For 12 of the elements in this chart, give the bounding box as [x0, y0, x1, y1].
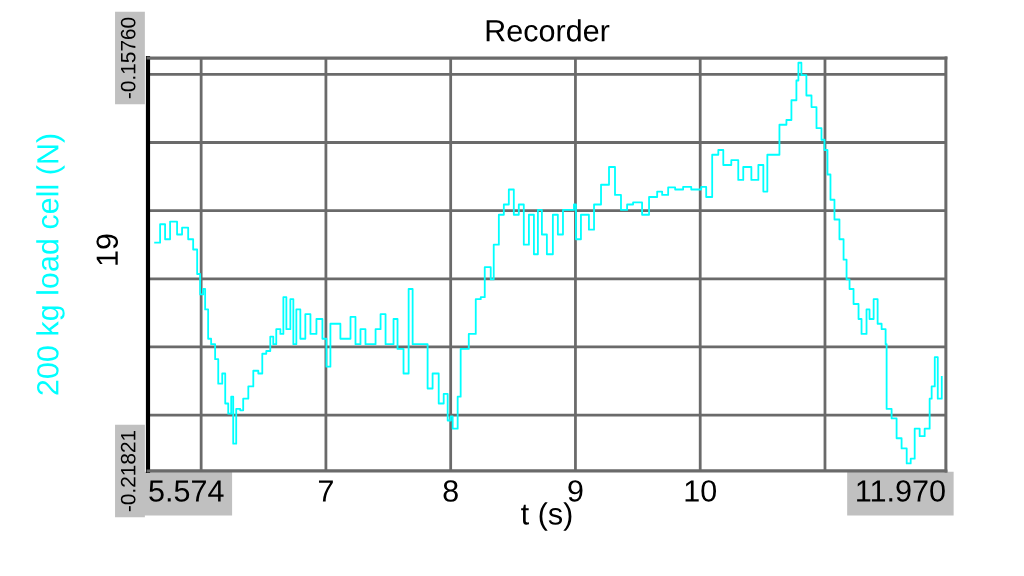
- x-axis-title: t (s): [521, 502, 572, 531]
- x-tick-label: 11.970: [857, 480, 945, 502]
- y-tick-label: -0.21821: [120, 430, 136, 512]
- y-axis-title: 200 kg load cell (N): [36, 134, 65, 395]
- chart-title: Recorder: [486, 19, 610, 42]
- x-tick-label: 9: [568, 480, 583, 502]
- x-tick-label: 7: [318, 480, 333, 502]
- x-tick-label: 8: [443, 480, 458, 502]
- y-tick-label: -0.15760: [120, 17, 136, 99]
- x-tick-label: 10: [685, 480, 717, 502]
- x-tick-label: 5.574: [149, 480, 224, 502]
- text: 19: [96, 234, 119, 265]
